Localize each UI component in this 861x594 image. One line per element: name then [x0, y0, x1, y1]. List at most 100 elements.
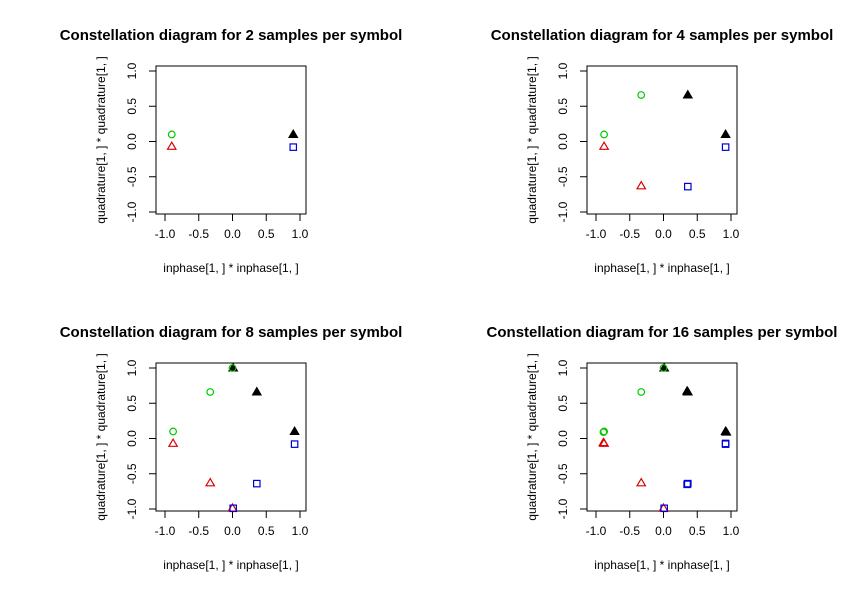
series-square	[660, 439, 730, 513]
data-point-circle	[599, 428, 608, 437]
series-triangle	[166, 140, 177, 150]
data-point-circle	[169, 427, 178, 436]
series-triangle	[598, 437, 669, 512]
series-filled-triangle	[227, 362, 300, 435]
data-point-circle	[637, 91, 646, 99]
y-tick-label: 0.5	[556, 395, 570, 412]
x-axis-label: inphase[1, ] * inphase[1, ]	[594, 261, 729, 275]
data-point-circle	[637, 388, 646, 396]
y-axis-label: quadrature[1, ] * quadrature[1, ]	[525, 353, 539, 520]
constellation-panel-2: Constellation diagram for 4 samples per …	[491, 27, 834, 275]
data-point-filled-triangle	[251, 386, 263, 396]
y-tick-label: 0.0	[125, 133, 139, 150]
y-tick-label: -0.5	[556, 166, 570, 187]
data-point-filled-triangle	[682, 89, 694, 99]
data-point-square	[253, 479, 261, 488]
y-tick-label: 0.5	[125, 395, 139, 412]
chart-title: Constellation diagram for 4 samples per …	[491, 27, 834, 44]
series-circle	[167, 130, 176, 139]
x-tick-label: -0.5	[188, 227, 209, 241]
x-tick-label: 1.0	[292, 524, 309, 538]
y-tick-label: 0.5	[556, 98, 570, 115]
x-tick-label: 0.5	[258, 227, 275, 241]
data-point-filled-triangle	[720, 128, 731, 138]
y-axis: -1.0 -0.5 0.0 0.5 1.0	[125, 359, 157, 519]
data-point-square	[683, 479, 692, 488]
data-point-circle	[167, 130, 176, 139]
data-point-square	[229, 504, 237, 513]
x-axis-label: inphase[1, ] * inphase[1, ]	[594, 558, 729, 572]
y-tick-label: -1.0	[125, 498, 139, 519]
y-tick-label: 1.0	[125, 359, 139, 376]
x-axis: -1.0 -0.5 0.0 0.5 1.0	[586, 213, 740, 241]
y-tick-label: 0.5	[125, 98, 139, 115]
x-axis-label: inphase[1, ] * inphase[1, ]	[163, 261, 298, 275]
series-square	[683, 143, 730, 191]
data-point-filled-triangle	[721, 426, 732, 436]
data-point-circle	[228, 364, 237, 372]
y-tick-label: -0.5	[125, 166, 139, 187]
series-circle	[599, 364, 668, 437]
series-triangle	[598, 140, 647, 190]
series-filled-triangle	[658, 362, 732, 436]
data-point-filled-triangle	[681, 385, 693, 395]
data-point-square	[290, 440, 299, 448]
data-point-filled-triangle	[289, 425, 300, 435]
y-axis-label: quadrature[1, ] * quadrature[1, ]	[94, 56, 108, 223]
x-axis: -1.0 -0.5 0.0 0.5 1.0	[586, 510, 740, 538]
series-square	[289, 143, 298, 151]
y-tick-label: 0.0	[125, 430, 139, 447]
data-point-circle	[600, 130, 608, 139]
x-axis: -1.0 -0.5 0.0 0.5 1.0	[155, 213, 309, 241]
x-tick-label: -0.5	[619, 227, 640, 241]
series-circle	[600, 91, 646, 139]
plot-frame	[155, 362, 307, 512]
data-point-square	[683, 182, 692, 191]
x-tick-label: 0.0	[224, 227, 241, 241]
data-point-circle	[206, 388, 215, 396]
x-tick-label: -1.0	[586, 524, 607, 538]
chart-title: Constellation diagram for 8 samples per …	[60, 324, 403, 341]
x-tick-label: 0.0	[655, 227, 672, 241]
y-tick-label: -1.0	[556, 498, 570, 519]
x-tick-label: 0.5	[689, 524, 706, 538]
data-point-triangle	[166, 140, 177, 150]
data-point-circle	[659, 364, 668, 372]
x-tick-label: -1.0	[586, 227, 607, 241]
chart-title: Constellation diagram for 16 samples per…	[487, 324, 838, 341]
chart-title: Constellation diagram for 2 samples per …	[60, 27, 403, 44]
y-tick-label: 0.0	[556, 430, 570, 447]
constellation-panel-1: Constellation diagram for 2 samples per …	[60, 27, 403, 275]
y-tick-label: 1.0	[556, 62, 570, 79]
x-tick-label: 0.5	[689, 227, 706, 241]
y-axis-label: quadrature[1, ] * quadrature[1, ]	[525, 56, 539, 223]
data-point-square	[683, 480, 691, 489]
y-tick-label: -0.5	[125, 463, 139, 484]
plot-frame	[155, 65, 307, 215]
data-point-triangle	[635, 477, 647, 487]
series-filled-triangle	[288, 128, 299, 138]
x-tick-label: -0.5	[619, 524, 640, 538]
series-square	[229, 440, 299, 513]
x-axis-label: inphase[1, ] * inphase[1, ]	[163, 558, 298, 572]
data-point-square	[660, 504, 668, 513]
data-point-triangle	[167, 437, 179, 447]
x-tick-label: 0.5	[258, 524, 275, 538]
x-tick-label: -1.0	[155, 227, 176, 241]
x-tick-label: -1.0	[155, 524, 176, 538]
data-point-circle	[600, 427, 608, 436]
data-point-triangle	[635, 180, 647, 190]
y-tick-label: 0.0	[556, 133, 570, 150]
x-tick-label: 1.0	[723, 227, 740, 241]
data-point-square	[289, 143, 298, 151]
x-tick-label: -0.5	[188, 524, 209, 538]
y-axis: -1.0 -0.5 0.0 0.5 1.0	[125, 62, 157, 222]
data-point-triangle	[598, 437, 609, 447]
series-circle	[169, 364, 237, 436]
x-tick-label: 1.0	[723, 524, 740, 538]
y-tick-label: -0.5	[556, 463, 570, 484]
x-tick-label: 0.0	[224, 524, 241, 538]
data-point-triangle	[204, 477, 216, 487]
x-tick-label: 0.0	[655, 524, 672, 538]
